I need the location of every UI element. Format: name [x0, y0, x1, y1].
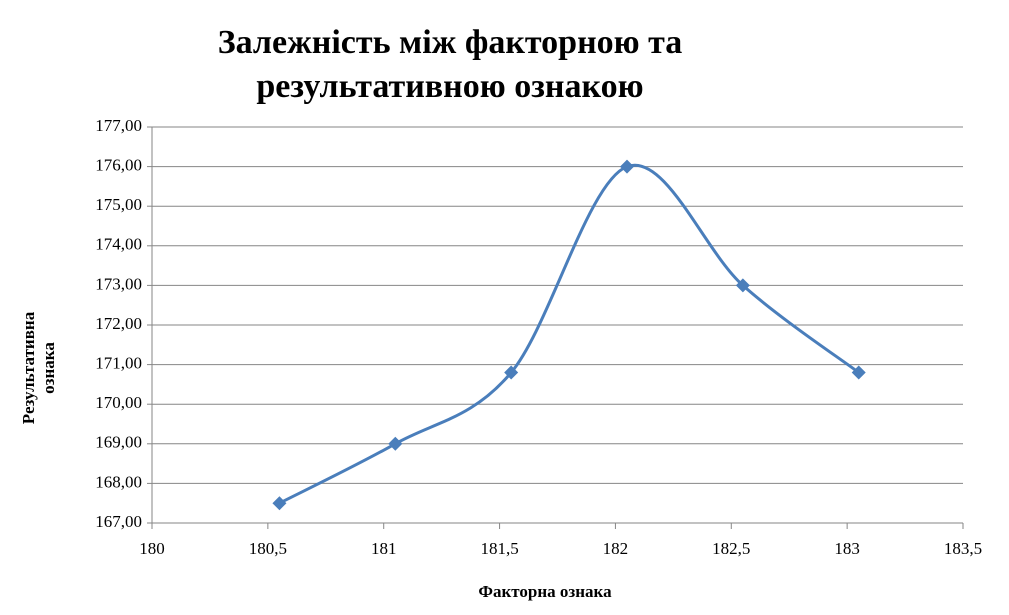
y-tick-label: 177,00 [95, 116, 142, 135]
y-tick-label: 173,00 [95, 274, 142, 293]
series-line [278, 163, 860, 505]
data-point [851, 365, 866, 380]
data-point [735, 278, 750, 293]
data-point [504, 365, 519, 380]
x-tick-label: 180 [139, 539, 165, 558]
x-tick-label: 182 [603, 539, 629, 558]
y-axis-title-line: Результативна [19, 311, 38, 424]
y-tick-label: 169,00 [95, 433, 142, 452]
chart-title: результативною ознакою [256, 68, 643, 105]
data-point [388, 436, 403, 451]
y-tick-label: 170,00 [95, 393, 142, 412]
y-tick-label: 168,00 [95, 472, 142, 491]
x-tick-label: 180,5 [249, 539, 287, 558]
data-point [272, 496, 287, 511]
x-tick-label: 181 [371, 539, 397, 558]
y-tick-label: 175,00 [95, 195, 142, 214]
y-tick-label: 174,00 [95, 235, 142, 254]
y-tick-label: 171,00 [95, 354, 142, 373]
y-tick-label: 176,00 [95, 156, 142, 175]
y-axis-title-line: ознака [39, 342, 58, 394]
x-tick-label: 182,5 [712, 539, 750, 558]
chart-title: Залежність між факторною та [218, 24, 683, 61]
y-tick-label: 172,00 [95, 314, 142, 333]
y-tick-label: 167,00 [95, 512, 142, 531]
x-tick-label: 183,5 [944, 539, 982, 558]
y-axis-title: Результативна ознака [19, 311, 58, 424]
x-tick-label: 183 [834, 539, 860, 558]
x-axis-title: Факторна ознака [478, 582, 612, 601]
data-point [620, 159, 635, 174]
x-tick-label: 181,5 [480, 539, 518, 558]
